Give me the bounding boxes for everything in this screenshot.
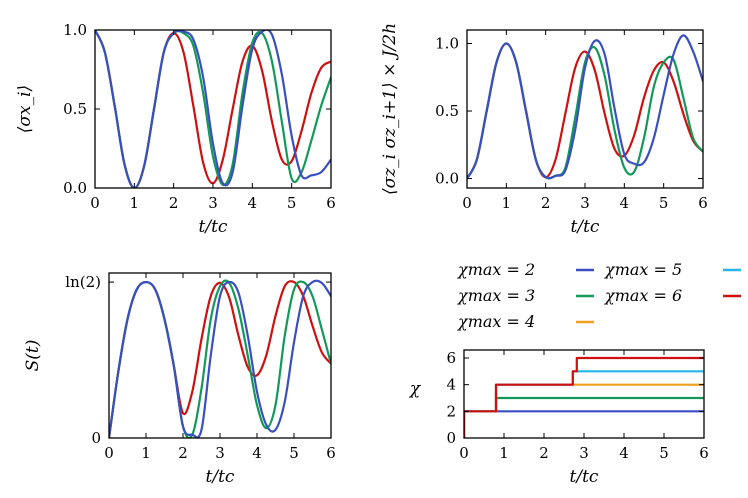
legend-label-chi4: χmax = 4 bbox=[457, 312, 535, 331]
x-axis-label: t/tc bbox=[571, 217, 600, 237]
x-tick-label: 6 bbox=[326, 444, 336, 462]
legend: χmax = 2 χmax = 3 χmax = 4 χmax = 5 χmax = 6 bbox=[457, 260, 741, 331]
series-line-chi3 bbox=[464, 396, 704, 438]
y-tick-label: 0.5 bbox=[435, 102, 459, 120]
series-line-chi6 bbox=[95, 30, 331, 188]
y-axis-label: ⟨σz_i σz_i+1⟩ × J/2h bbox=[380, 23, 400, 195]
x-tick-label: 2 bbox=[541, 194, 551, 212]
legend-label-chi5: χmax = 5 bbox=[604, 260, 682, 279]
panel-zz-correlation: 0 1 2 3 4 5 6 0.0 0.5 1.0 t/tc ⟨σz_i σz_i+1⟩ × J/2h bbox=[380, 23, 708, 237]
x-tick-label: 1 bbox=[141, 444, 151, 462]
legend-label-chi3: χmax = 3 bbox=[457, 286, 535, 305]
legend-label-chi2: χmax = 2 bbox=[457, 260, 535, 279]
series-line-chi2 bbox=[464, 410, 704, 438]
x-tick-label: 3 bbox=[579, 444, 589, 462]
x-tick-label: 3 bbox=[208, 194, 218, 212]
x-tick-label: 5 bbox=[659, 444, 669, 462]
panel-sigma-x: 0 1 2 3 4 5 6 0.0 0.5 1.0 t/tc ⟨σx_i⟩ bbox=[15, 21, 336, 237]
x-tick-label: 2 bbox=[178, 444, 188, 462]
plot-frame bbox=[463, 349, 705, 439]
y-tick-label: 6 bbox=[446, 349, 456, 367]
y-tick-label: 0.5 bbox=[63, 100, 87, 118]
y-tick-label: ln(2) bbox=[65, 273, 101, 291]
x-tick-label: 3 bbox=[580, 194, 590, 212]
x-tick-label: 5 bbox=[659, 194, 669, 212]
x-tick-label: 1 bbox=[130, 194, 140, 212]
plot-frame bbox=[94, 29, 332, 189]
x-axis-label: t/tc bbox=[199, 217, 228, 237]
series-group bbox=[464, 356, 704, 438]
series-group bbox=[109, 279, 331, 438]
x-tick-label: 1 bbox=[499, 444, 509, 462]
series-line-chi2 bbox=[95, 30, 331, 188]
y-tick-label: 0 bbox=[446, 429, 456, 447]
x-tick-label: 6 bbox=[698, 194, 708, 212]
x-axis-label: t/tc bbox=[570, 467, 599, 487]
y-tick-label: 0.0 bbox=[435, 170, 459, 188]
series-group bbox=[467, 34, 703, 180]
series-line-chi2 bbox=[109, 279, 331, 438]
y-axis-label: ⟨σx_i⟩ bbox=[15, 85, 35, 133]
panel-entropy: 0 1 2 3 4 5 6 0 ln(2) t/tc S(t) bbox=[23, 272, 336, 487]
y-tick-label: 2 bbox=[446, 402, 456, 420]
x-tick-label: 4 bbox=[248, 194, 258, 212]
y-tick-label: 0.0 bbox=[63, 179, 87, 197]
x-tick-label: 1 bbox=[502, 194, 512, 212]
x-tick-label: 0 bbox=[90, 194, 100, 212]
x-tick-label: 4 bbox=[619, 444, 629, 462]
series-line-chi6 bbox=[464, 356, 704, 438]
x-tick-label: 2 bbox=[539, 444, 549, 462]
x-tick-label: 4 bbox=[620, 194, 630, 212]
y-axis-label: S(t) bbox=[23, 340, 43, 372]
y-tick-label: 1.0 bbox=[63, 21, 87, 39]
x-tick-label: 4 bbox=[252, 444, 262, 462]
y-axis-label: χ bbox=[409, 379, 422, 399]
x-tick-label: 0 bbox=[462, 194, 472, 212]
x-tick-label: 2 bbox=[169, 194, 179, 212]
panel-bond-dimension: 0 1 2 3 4 5 6 0 2 4 6 t/tc χ bbox=[409, 349, 709, 487]
x-tick-label: 3 bbox=[215, 444, 225, 462]
y-tick-label: 4 bbox=[446, 376, 456, 394]
y-tick-label: 1.0 bbox=[435, 35, 459, 53]
series-line-chi3 bbox=[109, 279, 331, 438]
series-line-chi3 bbox=[95, 30, 331, 188]
plot-frame bbox=[466, 29, 704, 189]
series-line-chi2 bbox=[467, 34, 703, 180]
x-tick-label: 0 bbox=[104, 444, 114, 462]
series-line-chi6 bbox=[109, 280, 331, 438]
series-group bbox=[95, 30, 331, 188]
x-tick-label: 5 bbox=[289, 444, 299, 462]
legend-label-chi6: χmax = 6 bbox=[604, 286, 682, 305]
x-tick-label: 6 bbox=[326, 194, 336, 212]
series-line-chi5 bbox=[464, 370, 704, 438]
x-tick-label: 6 bbox=[699, 444, 709, 462]
x-axis-label: t/tc bbox=[206, 467, 235, 487]
x-tick-label: 0 bbox=[459, 444, 469, 462]
x-tick-label: 5 bbox=[287, 194, 297, 212]
y-tick-label: 0 bbox=[91, 429, 101, 447]
